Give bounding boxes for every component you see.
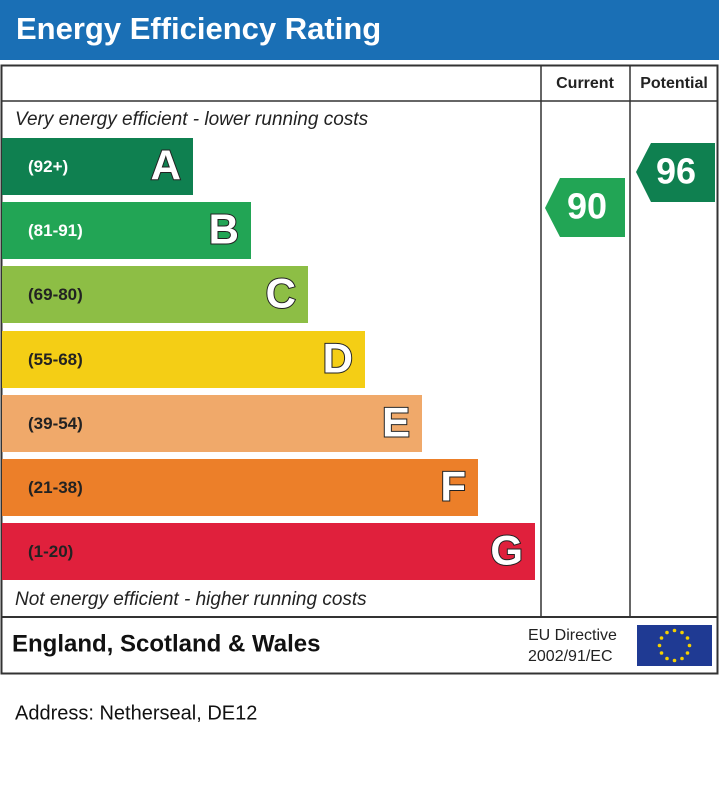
title: Energy Efficiency Rating [16, 11, 381, 46]
eu-star [672, 658, 677, 663]
eu-stars [657, 628, 692, 663]
band-range: (21-38) [28, 478, 83, 497]
band-range: (39-54) [28, 414, 83, 433]
current-arrow [545, 178, 625, 237]
band-range: (92+) [28, 157, 68, 176]
eu-star [680, 656, 684, 661]
band-range: (81-91) [28, 221, 83, 240]
eu-star [687, 643, 692, 648]
band [2, 202, 251, 259]
region: England, Scotland & Wales [12, 630, 320, 657]
eu-star [680, 630, 684, 635]
band-letter: A [151, 142, 181, 189]
band [2, 523, 535, 580]
potential-value: 96 [656, 151, 696, 192]
potential-arrow [636, 143, 715, 202]
bands: (92+) A (81-91) B (69-80) C (55-68) D (39-54) E (2… [2, 138, 535, 580]
eu-star [685, 636, 690, 640]
band [2, 459, 478, 516]
title-bar [0, 0, 719, 60]
top-note: Very energy efficient - lower running co… [15, 109, 369, 130]
eu-star [657, 643, 662, 648]
eu-star [672, 628, 677, 633]
band-letter: E [382, 399, 410, 446]
band-range: (55-68) [28, 350, 83, 369]
eu-star [659, 636, 664, 640]
band-letter: C [266, 270, 296, 317]
eu-star [685, 651, 690, 655]
band [2, 138, 193, 195]
eu-star [659, 651, 664, 655]
eu-star [665, 630, 669, 635]
band-letter: B [209, 206, 239, 253]
frame [0, 64, 719, 675]
address: Address: Netherseal, DE12 [15, 702, 257, 724]
potential-header: Potential [640, 75, 708, 92]
band-range: (1-20) [28, 542, 73, 561]
band [2, 266, 308, 323]
eu-star [665, 656, 669, 661]
current-header: Current [556, 75, 614, 92]
band-letter: D [323, 335, 353, 382]
current-value: 90 [567, 186, 607, 227]
band-range: (69-80) [28, 285, 83, 304]
band [2, 395, 422, 452]
directive-line2: 2002/91/EC [528, 648, 613, 665]
band-letter: G [490, 527, 523, 574]
bottom-note: Not energy efficient - higher running co… [15, 589, 367, 610]
band [2, 331, 365, 388]
band-letter: F [440, 463, 466, 510]
directive-line1: EU Directive [528, 627, 617, 644]
